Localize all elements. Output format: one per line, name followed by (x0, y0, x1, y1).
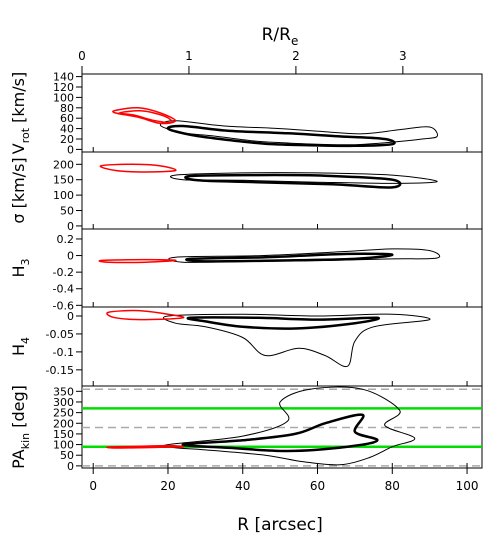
inner-red-contour (106, 444, 185, 449)
y-tick-label: 20 (60, 133, 74, 146)
y-tick-label: 50 (60, 205, 74, 218)
y-tick-label: 200 (53, 417, 74, 430)
panel-h4: 0 -0.05 -0.1 -0.15 H4 (9, 306, 483, 387)
y-tick-label: 40 (60, 123, 74, 136)
top-axis-label-sub: e (291, 34, 298, 48)
top-tick-label: 0 (78, 49, 86, 63)
y-tick-label: 50 (60, 449, 74, 462)
y-tick-label: 300 (53, 396, 74, 409)
y-tick-label: 80 (60, 102, 74, 115)
y-tick-label: 100 (53, 91, 74, 104)
panel-h3: 0.2 0 -0.2 -0.4 -0.6 H3 (9, 228, 483, 312)
outer-contour (159, 120, 438, 146)
y-tick-label: 100 (53, 439, 74, 452)
x-tick-label: 0 (89, 479, 97, 493)
top-tick-label: 1 (185, 49, 193, 63)
y-tick-label: 60 (60, 112, 74, 125)
y-tick-label: 200 (53, 158, 74, 171)
panel-content (106, 309, 431, 368)
y-label-main: H (9, 344, 28, 356)
y-tick-label: 350 (53, 385, 74, 398)
inner-red-contour-2 (118, 110, 173, 124)
outer-contour (163, 386, 416, 466)
outer-contour (163, 313, 431, 368)
y-tick-label: 120 (53, 81, 74, 94)
y-tick-label: -0.2 (53, 266, 74, 279)
y-tick-label: 0 (67, 460, 74, 473)
y-label-tail: [deg] (9, 385, 28, 433)
y-label-main: σ [km/s] (9, 157, 28, 223)
y-tick-label: 0 (67, 250, 74, 263)
mid-contour (186, 316, 380, 330)
mid-contour (184, 173, 402, 189)
y-tick-label: -0.6 (53, 299, 74, 312)
inner-red-contour (98, 258, 177, 264)
y-label-main: PA (9, 449, 28, 469)
y-tick-label: -0.1 (53, 346, 74, 359)
y-label-sub: kin (19, 433, 32, 449)
panel-content (82, 386, 482, 467)
y-tick-label: -0.4 (53, 283, 74, 296)
panel-content (99, 163, 438, 189)
panel-frame (81, 228, 483, 308)
top-axis-label: R/Re (262, 25, 299, 48)
top-axis: 0 1 2 3 (78, 49, 482, 75)
mid-contour (181, 413, 379, 453)
y-axis-label: PAkin [deg] (9, 385, 32, 469)
y-label-main: H (9, 265, 28, 277)
inner-red-contour (106, 309, 185, 321)
inner-red-contour (99, 163, 177, 173)
y-tick-label: 150 (53, 174, 74, 187)
y-label-sub: 3 (19, 258, 32, 265)
y-axis-label: H4 (9, 337, 32, 356)
y-label-main: V (9, 143, 28, 154)
mid-contour (185, 252, 394, 263)
top-tick-label: 2 (292, 49, 300, 63)
y-tick-label: 140 (53, 71, 74, 84)
y-axis-label: H3 (9, 258, 32, 277)
panel-sigma: 0 50 100 150 200 σ [km/s] (9, 151, 483, 233)
y-tick-label: 100 (53, 189, 74, 202)
y-tick-label: 0 (67, 143, 74, 156)
x-tick-label: 20 (160, 479, 175, 493)
y-tick-label: 0 (67, 220, 74, 233)
y-label-tail: [km/s] (9, 72, 28, 128)
y-axis-label: σ [km/s] (9, 157, 28, 223)
panel-frame (81, 73, 483, 153)
panel-content (98, 248, 441, 264)
y-tick-label: 0.2 (57, 233, 75, 246)
y-label-sub: rot (19, 127, 32, 143)
y-axis-label: Vrot [km/s] (9, 72, 32, 154)
panel-content (112, 107, 438, 148)
x-tick-label: 80 (385, 479, 400, 493)
x-tick-label: 60 (310, 479, 325, 493)
top-tick-label: 3 (399, 49, 407, 63)
mid-contour (166, 124, 396, 148)
y-tick-label: -0.05 (46, 328, 74, 341)
x-tick-label: 40 (235, 479, 250, 493)
y-label-sub: 4 (19, 337, 32, 344)
x-axis-label: R [arcsec] (237, 515, 323, 535)
y-tick-label: -0.15 (46, 364, 74, 377)
y-tick-label: 0 (67, 310, 74, 323)
y-tick-label: 150 (53, 428, 74, 441)
panel-frame (81, 151, 483, 230)
y-tick-label: 250 (53, 407, 74, 420)
bottom-axis: 0 20 40 60 80 100 (89, 468, 478, 493)
x-tick-label: 100 (456, 479, 479, 493)
